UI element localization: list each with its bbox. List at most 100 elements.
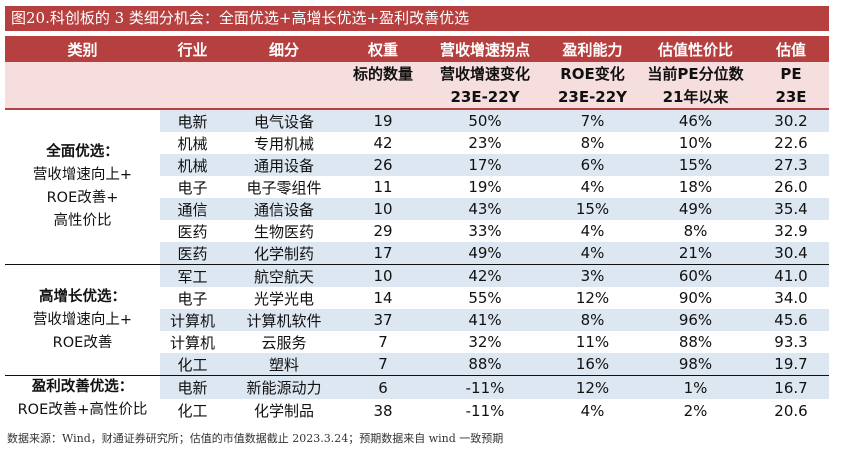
- header-value: 估值性价比: [638, 36, 753, 62]
- category-criteria: ROE改善: [52, 334, 113, 351]
- header-profitability: 盈利能力: [547, 36, 638, 62]
- subsector-cell: 专用机械: [253, 134, 314, 153]
- roe-change-cell: 4%: [580, 401, 605, 420]
- industry-cell: 电子: [177, 178, 208, 197]
- pe-cell: 20.6: [774, 401, 808, 420]
- subsector-cell: 塑料: [225, 353, 343, 376]
- header-valuation: 估值: [753, 36, 829, 62]
- header-subsector: 细分: [225, 36, 343, 62]
- count-cell: 7: [343, 353, 423, 376]
- subheader-revenue-period: 23E-22Y: [423, 85, 547, 110]
- industry-cell: 电新: [160, 109, 225, 132]
- header-weight: 权重: [343, 36, 423, 62]
- table-row: 高增长优选： 营收增速向上+ ROE改善 军工 航空航天 10 42% 3% 6…: [5, 264, 829, 376]
- pe-cell: 16.7: [753, 375, 829, 399]
- roe-change-cell: 7%: [547, 109, 638, 132]
- table-row: 化工 化学制品 38 -11% 4% 2% 20.6: [5, 399, 829, 422]
- count-cell: 14: [373, 289, 393, 307]
- count-cell: 11: [373, 178, 393, 196]
- count-cell: 26: [343, 154, 423, 176]
- industry-cell: 计算机: [160, 309, 225, 331]
- subsector-cell: 新能源动力: [225, 375, 343, 399]
- industry-cell: 电新: [160, 375, 225, 399]
- header-category: 类别: [5, 36, 160, 62]
- revenue-change-cell: 41%: [423, 309, 547, 331]
- subsector-cell: 电气设备: [225, 109, 343, 132]
- subsector-cell: 化学制药: [225, 242, 343, 265]
- subheader-count: 标的数量: [343, 62, 423, 85]
- pe-cell: 32.9: [774, 222, 808, 240]
- count-cell: 6: [343, 375, 423, 399]
- pe-percentile-cell: 90%: [678, 289, 713, 307]
- revenue-change-cell: 42%: [423, 264, 547, 287]
- pe-percentile-cell: 60%: [638, 264, 753, 287]
- pe-cell: 45.6: [753, 309, 829, 331]
- roe-change-cell: 4%: [580, 178, 605, 196]
- category-criteria: ROE改善+高性价比: [17, 402, 148, 418]
- pe-percentile-cell: 21%: [638, 242, 753, 265]
- industry-cell: 医药: [160, 242, 225, 265]
- table-row: 计算机 计算机软件 37 41% 8% 96% 45.6: [5, 309, 829, 331]
- count-cell: 19: [343, 109, 423, 132]
- revenue-change-cell: 19%: [468, 178, 502, 196]
- revenue-change-cell: -11%: [423, 375, 547, 399]
- pe-percentile-cell: 1%: [638, 375, 753, 399]
- subheader-revenue-change: 营收增速变化: [423, 62, 547, 85]
- pe-cell: 26.0: [774, 178, 808, 196]
- header-industry: 行业: [160, 36, 225, 62]
- table-row: 机械 通用设备 26 17% 6% 15% 27.3: [5, 154, 829, 176]
- category-criteria: 营收增速向上+: [32, 311, 133, 328]
- subsector-cell: 化学制品: [253, 402, 314, 420]
- revenue-change-cell: 55%: [468, 289, 502, 307]
- subheader-row-2: 23E-22Y 23E-22Y 21年以来 23E: [5, 85, 829, 110]
- category-high-growth: 高增长优选： 营收增速向上+ ROE改善: [5, 264, 160, 376]
- subheader-pe: PE: [753, 62, 829, 85]
- opportunity-table: 类别 行业 细分 权重 营收增速拐点 盈利能力 估值性价比 估值 标的数量 营收…: [5, 36, 829, 422]
- category-criteria: 营收增速向上+: [32, 167, 133, 183]
- table-row: 医药 生物医药 29 33% 4% 8% 32.9: [5, 220, 829, 242]
- subheader-pe-percentile: 当前PE分位数: [638, 62, 753, 85]
- subsector-cell: 电子零组件: [246, 178, 322, 197]
- subsector-cell: 计算机软件: [225, 309, 343, 331]
- count-cell: 29: [373, 222, 393, 240]
- pe-percentile-cell: 49%: [638, 198, 753, 220]
- count-cell: 38: [373, 401, 393, 420]
- pe-percentile-cell: 8%: [683, 222, 708, 240]
- pe-cell: 19.7: [753, 353, 829, 376]
- subsector-cell: 云服务: [261, 333, 307, 352]
- pe-percentile-cell: 18%: [678, 178, 713, 196]
- subheader-roe-change: ROE变化: [547, 62, 638, 85]
- category-name: 全面优选：: [46, 144, 119, 160]
- roe-change-cell: 12%: [547, 375, 638, 399]
- pe-cell: 41.0: [753, 264, 829, 287]
- count-cell: 42: [373, 134, 393, 152]
- pe-percentile-cell: 10%: [678, 134, 713, 152]
- pe-percentile-cell: 46%: [638, 109, 753, 132]
- industry-cell: 医药: [177, 222, 208, 241]
- revenue-change-cell: 32%: [468, 333, 502, 351]
- pe-cell: 27.3: [753, 154, 829, 176]
- revenue-change-cell: 23%: [468, 134, 502, 152]
- subsector-cell: 光学光电: [253, 289, 314, 308]
- roe-change-cell: 6%: [547, 154, 638, 176]
- category-comprehensive: 全面优选： 营收增速向上+ ROE改善+ 高性价比: [5, 109, 160, 265]
- source-note: 数据来源：Wind，财通证券研究所；估值的市值数据截止 2023.3.24；预期…: [7, 432, 504, 445]
- category-name: 盈利改善优选：: [31, 379, 134, 395]
- table-row: 电子 电子零组件 11 19% 4% 18% 26.0: [5, 176, 829, 198]
- industry-cell: 电子: [177, 289, 208, 308]
- table-row: 盈利改善优选： ROE改善+高性价比 电新 新能源动力 6 -11% 12% 1…: [5, 375, 829, 418]
- subheader-pe-year: 23E: [753, 85, 829, 110]
- count-cell: 37: [343, 309, 423, 331]
- header-row: 类别 行业 细分 权重 营收增速拐点 盈利能力 估值性价比 估值: [5, 36, 829, 62]
- pe-percentile-cell: 96%: [638, 309, 753, 331]
- revenue-change-cell: -11%: [465, 401, 505, 420]
- subsector-cell: 通信设备: [225, 198, 343, 220]
- header-revenue-inflection: 营收增速拐点: [423, 36, 547, 62]
- category-name: 高增长优选：: [39, 288, 126, 305]
- category-criteria: 高性价比: [53, 213, 112, 229]
- roe-change-cell: 8%: [580, 134, 605, 152]
- pe-cell: 22.6: [774, 134, 808, 152]
- pe-percentile-cell: 98%: [638, 353, 753, 376]
- category-criteria: ROE改善+: [46, 190, 119, 206]
- pe-cell: 93.3: [774, 333, 808, 351]
